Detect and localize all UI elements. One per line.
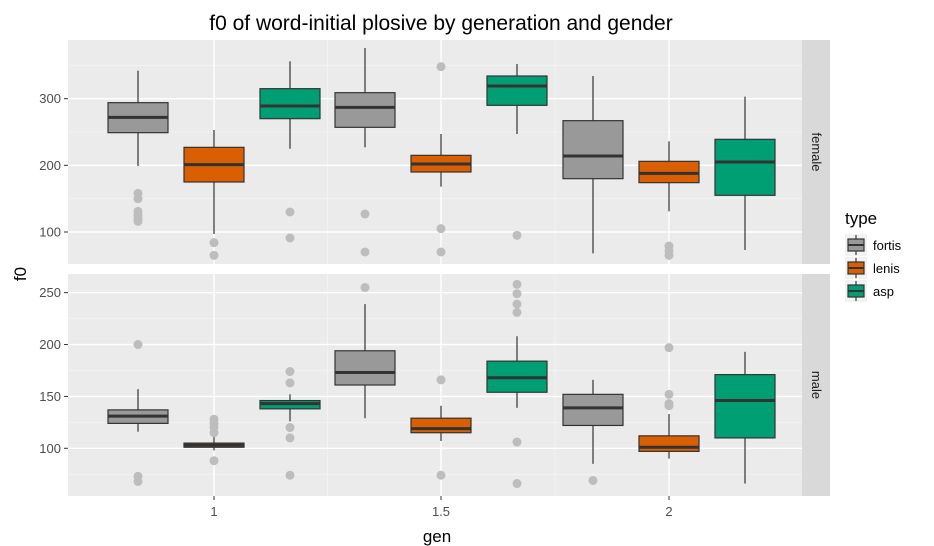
outlier-point xyxy=(285,378,295,388)
legend-key-asp: asp xyxy=(845,280,894,302)
legend-title: type xyxy=(845,209,877,228)
outlier-point xyxy=(360,247,370,257)
legend-label-fortis: fortis xyxy=(873,238,902,253)
box-iqr xyxy=(562,120,624,180)
outlier-point xyxy=(436,62,446,72)
box-female-gen-1-lenis xyxy=(183,130,245,260)
outlier-point xyxy=(209,428,219,438)
y-tick-label: 300 xyxy=(39,91,61,106)
outlier-point xyxy=(209,238,219,248)
outlier-point xyxy=(512,479,522,489)
chart-title: f0 of word-initial plosive by generation… xyxy=(209,12,672,35)
outlier-point xyxy=(133,216,143,226)
box-male-gen-2-asp xyxy=(714,351,776,484)
outlier-point xyxy=(209,250,219,260)
box-female-gen-1.5-asp xyxy=(486,64,548,240)
outlier-point xyxy=(512,437,522,447)
facet-strip xyxy=(802,274,830,496)
facet-panel-female: 100 200 300 female xyxy=(39,40,830,264)
box-male-gen-1.5-lenis xyxy=(410,375,472,480)
box-iqr xyxy=(714,138,776,196)
x-axis-title: gen xyxy=(423,527,451,546)
outlier-point xyxy=(512,289,522,299)
panel-background xyxy=(68,40,802,264)
y-tick-label: 200 xyxy=(39,158,61,173)
box-male-gen-1-asp xyxy=(259,367,321,480)
box-iqr xyxy=(486,75,548,106)
outlier-point xyxy=(285,367,295,377)
box-female-gen-2-lenis xyxy=(638,141,700,260)
facet-strip xyxy=(802,40,830,264)
x-axis: 1 1.5 2 xyxy=(210,496,673,519)
x-tick-label: 1 xyxy=(210,504,217,519)
legend-key-lenis: lenis xyxy=(845,257,900,279)
outlier-point xyxy=(512,299,522,309)
outlier-point xyxy=(664,389,674,399)
legend-label-lenis: lenis xyxy=(873,261,900,276)
outlier-point xyxy=(436,470,446,480)
outlier-point xyxy=(512,230,522,240)
outlier-point xyxy=(588,475,598,485)
box-female-gen-2-asp xyxy=(714,96,776,250)
legend-key-fortis: fortis xyxy=(845,234,902,256)
legend: type fortis lenis asp xyxy=(845,209,902,302)
outlier-point xyxy=(512,279,522,289)
outlier-point xyxy=(512,307,522,317)
box-female-gen-2-fortis xyxy=(562,76,624,254)
box-male-gen-2-lenis xyxy=(638,343,700,459)
y-tick-label: 100 xyxy=(39,225,61,240)
outlier-point xyxy=(133,476,143,486)
box-male-gen-1-fortis xyxy=(107,340,169,486)
outlier-point xyxy=(360,282,370,292)
box-female-gen-1.5-lenis xyxy=(410,62,472,257)
outlier-point xyxy=(360,209,370,219)
y-tick-label: 200 xyxy=(39,337,61,352)
y-tick-label: 250 xyxy=(39,285,61,300)
box-female-gen-1.5-fortis xyxy=(334,48,396,257)
y-tick-label: 100 xyxy=(39,441,61,456)
facet-panel-male: 100 150 200 250 male xyxy=(39,274,830,496)
box-male-gen-2-fortis xyxy=(562,379,624,485)
facet-strip-label: male xyxy=(809,371,824,399)
box-male-gen-1.5-fortis xyxy=(334,282,396,419)
box-iqr xyxy=(562,393,624,427)
box-iqr xyxy=(259,88,321,120)
outlier-point xyxy=(133,340,143,350)
box-iqr xyxy=(334,350,396,386)
outlier-point xyxy=(285,423,295,433)
box-female-gen-1-asp xyxy=(259,61,321,243)
outlier-point xyxy=(664,343,674,353)
panel-background xyxy=(68,274,802,496)
outlier-point xyxy=(436,375,446,385)
x-tick-label: 2 xyxy=(665,504,672,519)
box-male-gen-1-lenis xyxy=(183,414,245,466)
box-iqr xyxy=(714,374,776,439)
y-tick-label: 150 xyxy=(39,389,61,404)
outlier-point xyxy=(436,247,446,257)
box-iqr xyxy=(334,92,396,128)
outlier-point xyxy=(436,224,446,234)
y-axis-title: f0 xyxy=(11,267,30,281)
outlier-point xyxy=(664,250,674,260)
outlier-point xyxy=(285,433,295,443)
box-iqr xyxy=(410,417,472,434)
box-male-gen-1.5-asp xyxy=(486,279,548,489)
outlier-point xyxy=(209,456,219,466)
legend-label-asp: asp xyxy=(873,284,894,299)
outlier-point xyxy=(285,233,295,243)
box-female-gen-1-fortis xyxy=(107,70,169,226)
outlier-point xyxy=(664,401,674,411)
x-tick-label: 1.5 xyxy=(432,504,450,519)
outlier-point xyxy=(133,194,143,204)
box-iqr xyxy=(638,435,700,452)
outlier-point xyxy=(285,470,295,480)
facet-strip-label: female xyxy=(809,132,824,171)
outlier-point xyxy=(285,207,295,217)
